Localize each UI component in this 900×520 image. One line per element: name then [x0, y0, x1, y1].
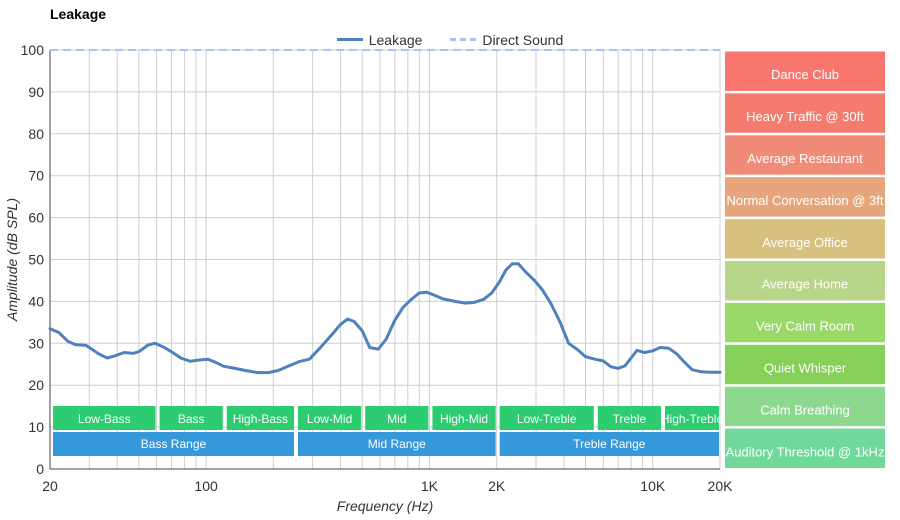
reference-level-label: Normal Conversation @ 3ft	[727, 193, 884, 208]
reference-level-label: Quiet Whisper	[764, 361, 847, 376]
reference-level-box	[725, 261, 885, 301]
frequency-band-label: Low-Mid	[307, 412, 352, 426]
frequency-range	[297, 432, 496, 456]
y-tick-label: 80	[28, 126, 44, 142]
y-tick-label: 90	[28, 84, 44, 100]
reference-level-box	[725, 428, 885, 468]
frequency-band	[365, 406, 429, 430]
reference-level-label: Average Office	[762, 235, 848, 250]
x-axis-title: Frequency (Hz)	[337, 498, 433, 514]
reference-level-label: Very Calm Room	[756, 319, 854, 334]
reference-level-box	[725, 51, 885, 91]
y-tick-label: 70	[28, 168, 44, 184]
frequency-band	[297, 406, 362, 430]
frequency-band	[226, 406, 294, 430]
reference-level-box	[725, 177, 885, 217]
reference-level-box	[725, 93, 885, 133]
frequency-band-label: Low-Treble	[517, 412, 577, 426]
y-axis-title: Amplitude (dB SPL)	[4, 198, 20, 322]
frequency-band-label: High-Treble	[661, 412, 724, 426]
reference-level-box	[725, 344, 885, 385]
reference-level-label: Average Home	[762, 277, 848, 292]
reference-level-label: Calm Breathing	[760, 402, 850, 417]
x-tick-label: 1K	[421, 478, 439, 494]
frequency-band	[53, 406, 156, 430]
reference-level-label: Heavy Traffic @ 30ft	[746, 109, 864, 124]
reference-level-box	[725, 219, 885, 259]
frequency-band	[159, 406, 223, 430]
frequency-range	[499, 432, 719, 456]
frequency-band	[432, 406, 496, 430]
chart-title: Leakage	[50, 6, 107, 22]
x-tick-label: 100	[194, 478, 218, 494]
frequency-band-label: Treble	[613, 412, 647, 426]
y-tick-label: 50	[28, 252, 44, 268]
reference-level-label: Auditory Threshold @ 1kHz	[726, 444, 885, 459]
legend-label-leakage: Leakage	[368, 31, 423, 48]
frequency-band-label: High-Mid	[440, 412, 488, 426]
frequency-range-label: Bass Range	[141, 437, 207, 451]
reference-level-label: Dance Club	[771, 67, 839, 82]
frequency-range	[53, 432, 294, 456]
frequency-range-label: Mid Range	[368, 437, 426, 451]
y-tick-label: 100	[21, 42, 45, 58]
x-tick-label: 10K	[640, 478, 666, 494]
frequency-band	[597, 406, 662, 430]
x-tick-label: 2K	[488, 478, 506, 494]
reference-level-label: Average Restaurant	[747, 151, 863, 166]
legend-label-direct-sound: Direct Sound	[482, 31, 564, 48]
legend-item-leakage[interactable]: Leakage	[336, 31, 423, 48]
x-tick-label: 20K	[708, 478, 734, 494]
legend: Leakage Direct Sound	[0, 28, 900, 48]
y-tick-label: 10	[28, 419, 44, 435]
y-tick-label: 40	[28, 293, 44, 309]
reference-level-box	[725, 135, 885, 175]
reference-level-box	[725, 386, 885, 427]
frequency-band-label: Low-Bass	[78, 412, 131, 426]
y-tick-label: 60	[28, 210, 44, 226]
y-tick-label: 0	[36, 461, 44, 477]
x-tick-label: 20	[42, 478, 58, 494]
frequency-band	[499, 406, 594, 430]
y-tick-label: 30	[28, 335, 44, 351]
legend-swatch-leakage	[336, 38, 363, 41]
series-line-leakage	[48, 262, 722, 375]
frequency-band	[665, 406, 719, 430]
frequency-band-label: Bass	[178, 412, 205, 426]
legend-swatch-direct-sound	[450, 38, 477, 41]
y-tick-label: 20	[28, 377, 44, 393]
frequency-band-label: High-Bass	[233, 412, 288, 426]
frequency-band-label: Mid	[387, 412, 406, 426]
legend-item-direct-sound[interactable]: Direct Sound	[450, 32, 563, 48]
frequency-range-label: Treble Range	[573, 437, 646, 451]
reference-level-box	[725, 302, 885, 343]
